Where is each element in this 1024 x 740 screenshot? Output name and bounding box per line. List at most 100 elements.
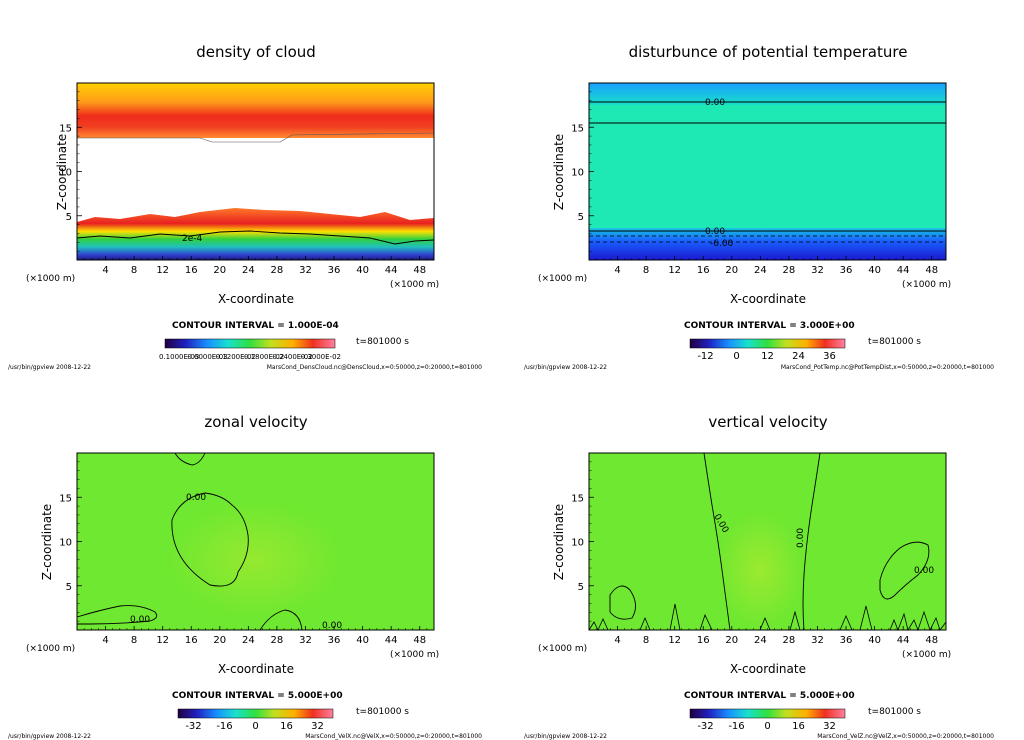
p3-contour-label-1: 0.00 (130, 615, 150, 625)
p3-y-label: Z-coordinate (40, 504, 54, 580)
p4-x-ticks: 4 8 12 16 20 24 28 32 36 40 44 48 (595, 626, 940, 646)
colorbar-tick-label: 0.1200E-02 (216, 353, 256, 361)
p3-contour-label-2: 0.00 (322, 621, 342, 631)
x-tick-label: 16 (697, 265, 710, 276)
p3-contour-loop (171, 492, 249, 587)
x-tick-label: 44 (385, 635, 398, 646)
p4-field-patch (715, 510, 805, 630)
p1-x-unit: (×1000 m) (26, 274, 75, 284)
colorbar-tick-label: -16 (216, 721, 232, 732)
p2-colorbar-ticks: -12 0 12 24 36 (697, 351, 836, 362)
p3-contour-bottom-2 (259, 609, 303, 631)
x-tick-label: 48 (413, 265, 426, 276)
colorbar-tick-label: -32 (697, 721, 713, 732)
colorbar-tick-label: 0 (252, 721, 258, 732)
p4-contour-label-2: 0.00 (914, 566, 934, 576)
y-tick-label: 15 (571, 493, 584, 504)
p1-contour-line (76, 230, 435, 245)
y-tick-label: 5 (66, 582, 72, 593)
p1-footer-right: MarsCond_DensCloud.nc@DensCloud,x=0:5000… (267, 364, 482, 371)
x-tick-label: 40 (356, 265, 369, 276)
y-tick-label: 5 (66, 212, 72, 223)
y-tick-label: 10 (571, 168, 584, 179)
x-tick-label: 48 (925, 635, 938, 646)
p1-colorbar-ticks: 0.1000E-030.6000E-030.1200E-020.1800E-02… (159, 353, 341, 361)
x-tick-label: 4 (102, 265, 108, 276)
x-tick-label: 40 (868, 265, 881, 276)
p3-footer-right: MarsCond_VelX.nc@VelX,x=0:50000,z=0:2000… (305, 733, 482, 740)
p4-y-label: Z-coordinate (552, 504, 566, 580)
x-tick-label: 32 (811, 635, 824, 646)
x-tick-label: 32 (811, 265, 824, 276)
p4-footer-right: MarsCond_VelZ.nc@VelZ,x=0:50000,z=0:2000… (817, 733, 994, 740)
p2-contour-label-2: -6.00 (710, 239, 734, 249)
x-tick-label: 32 (299, 265, 312, 276)
p3-x-unit-right: (×1000 m) (390, 650, 439, 660)
p1-footer-left: /usr/bin/gpview 2008-12-22 (8, 364, 91, 371)
y-tick-label: 15 (571, 123, 584, 134)
x-tick-label: 44 (897, 635, 910, 646)
p2-upper-band (589, 83, 946, 105)
x-tick-label: 12 (668, 635, 681, 646)
y-tick-label: 10 (571, 538, 584, 549)
x-tick-label: 28 (271, 635, 284, 646)
colorbar-tick-label: -16 (728, 721, 744, 732)
p3-time: t=801000 s (356, 707, 409, 717)
p2-footer-right: MarsCond_PotTemp.nc@PotTempDist,x=0:5000… (781, 364, 994, 371)
x-tick-label: 36 (840, 265, 853, 276)
y-tick-label: 10 (59, 538, 72, 549)
p3-x-ticks: 4 8 12 16 20 24 28 32 36 40 44 48 (83, 626, 428, 646)
x-tick-label: 8 (131, 265, 137, 276)
p3-contour-top (174, 452, 206, 466)
y-tick-label: 15 (59, 493, 72, 504)
x-tick-label: 44 (385, 265, 398, 276)
p4-contour-label-1: 0.00 (796, 528, 806, 548)
colorbar-tick-label: 32 (311, 721, 324, 732)
p1-lower-cloud-layer (77, 208, 434, 260)
p4-y-ticks: 5 10 15 (571, 461, 594, 622)
p4-colorbar-ticks: -32 -16 0 16 32 (697, 721, 836, 732)
p2-contour-label-0: 0.00 (705, 98, 725, 108)
x-tick-label: 28 (783, 265, 796, 276)
x-tick-label: 12 (156, 635, 169, 646)
p4-contour-interval: CONTOUR INTERVAL = 5.000E+00 (684, 691, 855, 701)
p2-x-unit: (×1000 m) (538, 274, 587, 284)
x-tick-label: 12 (668, 265, 681, 276)
p4-contour-left (703, 452, 731, 631)
x-tick-label: 28 (783, 635, 796, 646)
x-tick-label: 48 (413, 635, 426, 646)
x-tick-label: 4 (102, 635, 108, 646)
y-tick-label: 5 (578, 212, 584, 223)
x-tick-label: 20 (213, 635, 226, 646)
colorbar-tick-label: -12 (697, 351, 713, 362)
p1-time: t=801000 s (356, 337, 409, 347)
p3-contour-interval: CONTOUR INTERVAL = 5.000E+00 (172, 691, 343, 701)
p3-footer-left: /usr/bin/gpview 2008-12-22 (8, 733, 91, 740)
p4-contour-blob-left (609, 585, 636, 620)
x-tick-label: 8 (643, 635, 649, 646)
x-tick-label: 8 (131, 635, 137, 646)
p1-contour-interval: CONTOUR INTERVAL = 1.000E-04 (172, 321, 339, 331)
colorbar-tick-label: 0 (733, 351, 739, 362)
p1-title: density of cloud (196, 43, 316, 61)
x-tick-label: 48 (925, 265, 938, 276)
y-tick-label: 5 (578, 582, 584, 593)
x-tick-label: 24 (242, 265, 255, 276)
p2-time: t=801000 s (868, 337, 921, 347)
p4-contour-right (802, 452, 821, 631)
x-tick-label: 36 (328, 265, 341, 276)
x-tick-label: 40 (868, 635, 881, 646)
colorbar-tick-label: 36 (823, 351, 836, 362)
p2-contour-label-1: 0.00 (705, 227, 725, 237)
colorbar-tick-label: 12 (761, 351, 774, 362)
p2-contour-interval: CONTOUR INTERVAL = 3.000E+00 (684, 321, 855, 331)
p4-time: t=801000 s (868, 707, 921, 717)
p2-y-ticks: 5 10 15 (571, 91, 594, 252)
p4-colorbar (689, 708, 846, 719)
p3-title: zonal velocity (204, 413, 307, 431)
p3-contour-label-0: 0.00 (186, 493, 206, 503)
p2-footer-left: /usr/bin/gpview 2008-12-22 (524, 364, 607, 371)
p3-colorbar-ticks: -32 -16 0 16 32 (185, 721, 324, 732)
p2-x-unit-right: (×1000 m) (902, 280, 951, 290)
x-tick-label: 36 (328, 635, 341, 646)
